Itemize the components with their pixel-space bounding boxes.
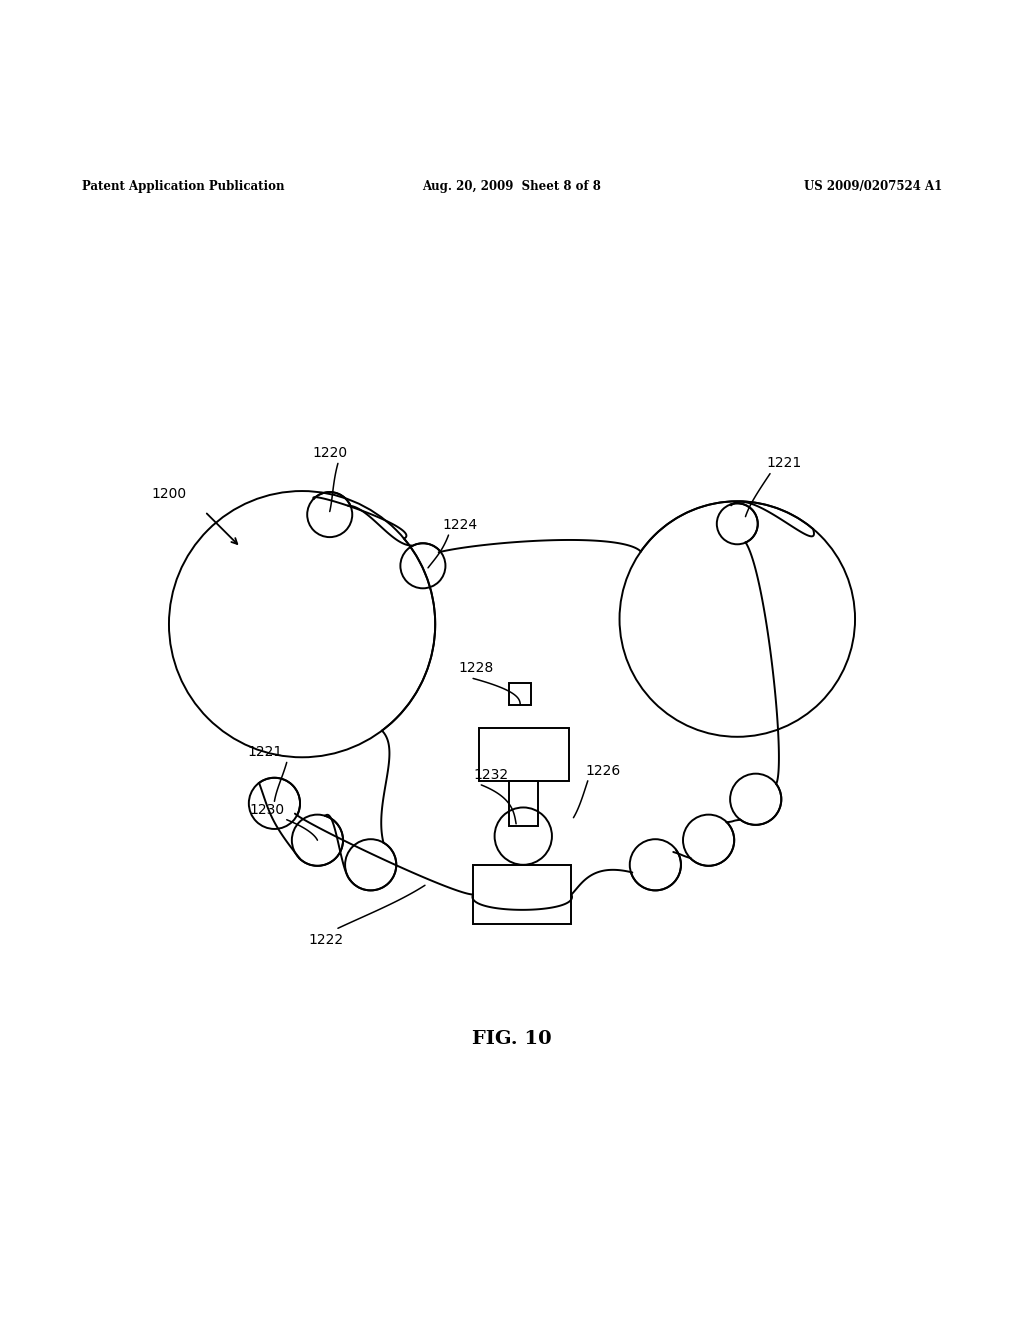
Text: 1224: 1224 [442,517,477,532]
Bar [509,781,538,826]
Bar [473,865,571,924]
Text: FIG. 10: FIG. 10 [472,1030,552,1048]
Text: 1228: 1228 [459,661,494,676]
Text: 1200: 1200 [152,487,186,502]
Text: 1220: 1220 [312,446,347,461]
Text: Patent Application Publication: Patent Application Publication [82,181,285,194]
Text: 1226: 1226 [586,763,621,777]
Text: 1230: 1230 [250,803,285,817]
Text: 1221: 1221 [766,457,801,470]
Text: 1221: 1221 [248,746,283,759]
Text: US 2009/0207524 A1: US 2009/0207524 A1 [804,181,942,194]
Text: 1232: 1232 [473,768,508,781]
Bar [479,727,569,781]
Text: 1222: 1222 [308,932,343,946]
Text: Aug. 20, 2009  Sheet 8 of 8: Aug. 20, 2009 Sheet 8 of 8 [423,181,601,194]
Bar [509,682,531,705]
